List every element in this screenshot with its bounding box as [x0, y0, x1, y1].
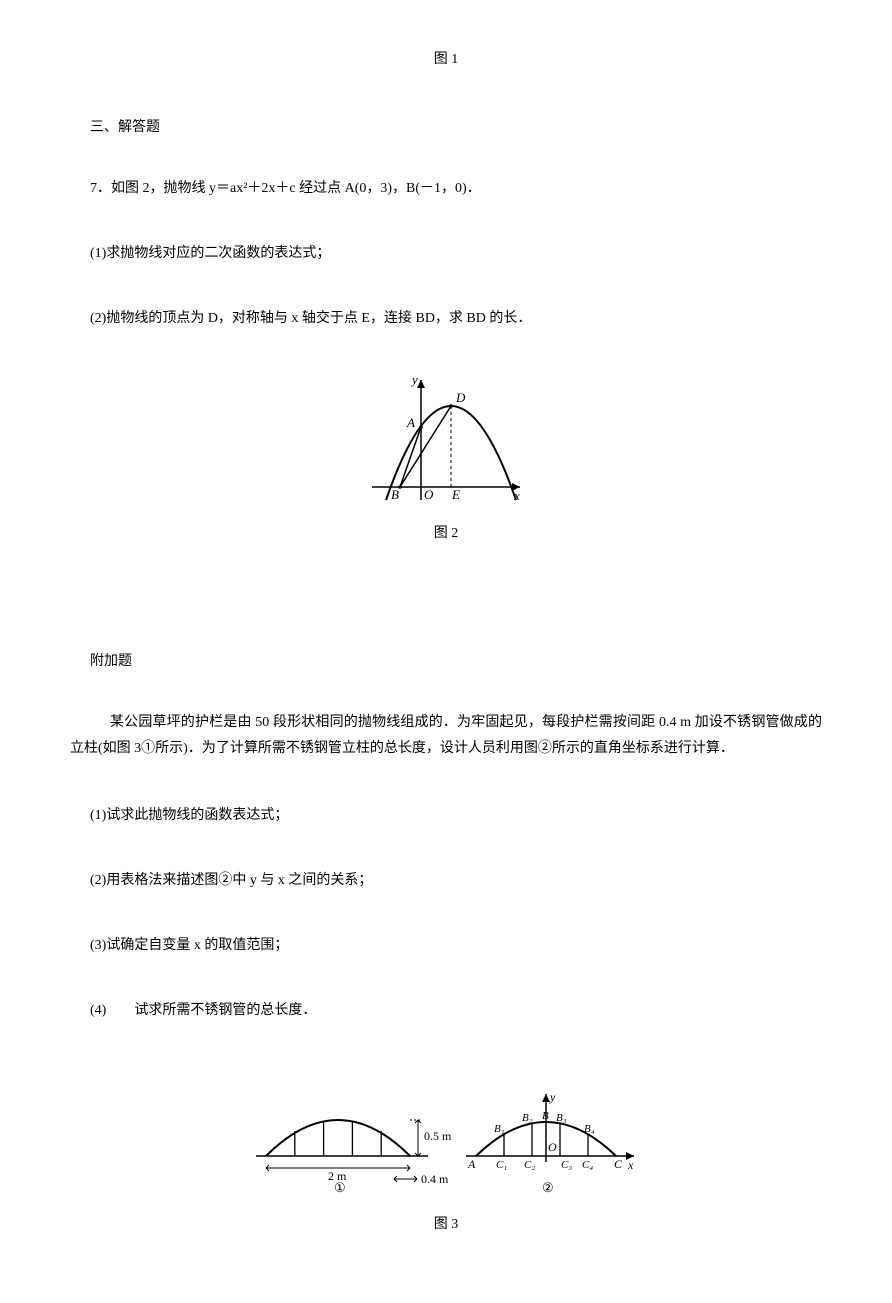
- fig3-C2: C₂: [524, 1159, 535, 1171]
- addon-heading: 附加题: [90, 650, 822, 670]
- fig3-label2: ②: [542, 1180, 554, 1194]
- addon-p1: (1)试求此抛物线的函数表达式；: [90, 803, 822, 828]
- addon-p4: (4) 试求所需不锈钢管的总长度．: [90, 998, 822, 1023]
- fig3-O: O: [548, 1140, 557, 1154]
- fig2-O: O: [424, 487, 434, 502]
- fig3-h-label: 0.5 m: [424, 1129, 452, 1143]
- fig3-A: A: [467, 1157, 476, 1171]
- addon-body: 某公园草坪的护栏是由 50 段形状相同的抛物线组成的．为牢固起见，每段护栏需按间…: [70, 710, 822, 763]
- q7-stem: 7．如图 2，抛物线 y＝ax²＋2x＋c 经过点 A(0，3)，B(－1，0)…: [90, 176, 822, 201]
- figure-3-wrap: 0.5 m 2 m 0.4 m ①: [70, 1084, 822, 1199]
- addon-p2: (2)用表格法来描述图②中 y 与 x 之间的关系；: [90, 868, 822, 893]
- fig3-C4: C₄: [582, 1159, 593, 1171]
- fig3-B: B: [542, 1110, 549, 1122]
- figure-2-caption: 图 2: [70, 522, 822, 542]
- figure-1-caption: 图 1: [70, 48, 822, 68]
- fig3-label1: ①: [334, 1180, 346, 1194]
- fig2-A: A: [406, 415, 415, 430]
- q7-part2: (2)抛物线的顶点为 D，对称轴与 x 轴交于点 E，连接 BD，求 BD 的长…: [90, 306, 822, 331]
- fig2-B: B: [391, 487, 399, 502]
- figure-2-svg: y x A B O E D: [366, 372, 526, 507]
- fig3-B1: B₁: [494, 1123, 505, 1135]
- fig3-B4: B₄: [584, 1123, 595, 1135]
- fig3-B2: B₂: [522, 1112, 533, 1124]
- fig3-C: C: [614, 1157, 623, 1171]
- fig3-B3: B₃: [556, 1112, 567, 1124]
- fig3-C1: C₁: [496, 1159, 507, 1171]
- fig2-x-label: x: [513, 488, 520, 503]
- q7-part1: (1)求抛物线对应的二次函数的表达式；: [90, 241, 822, 266]
- figure-3-svg: 0.5 m 2 m 0.4 m ①: [246, 1084, 646, 1194]
- fig2-y-label: y: [410, 372, 418, 387]
- fig3-x: x: [627, 1158, 634, 1172]
- fig3-C3: C₃: [561, 1159, 572, 1171]
- fig3-gap-label: 0.4 m: [421, 1172, 449, 1186]
- addon-p3: (3)试确定自变量 x 的取值范围；: [90, 933, 822, 958]
- figure-3-caption: 图 3: [70, 1213, 822, 1233]
- fig2-D: D: [455, 390, 466, 405]
- addon-p4-num: (4): [90, 1003, 106, 1018]
- addon-p4-text: 试求所需不锈钢管的总长度．: [134, 1003, 316, 1018]
- section-3-heading: 三、解答题: [90, 116, 822, 136]
- fig2-E: E: [451, 487, 460, 502]
- figure-2-wrap: y x A B O E D: [70, 372, 822, 512]
- fig3-y: y: [549, 1090, 556, 1104]
